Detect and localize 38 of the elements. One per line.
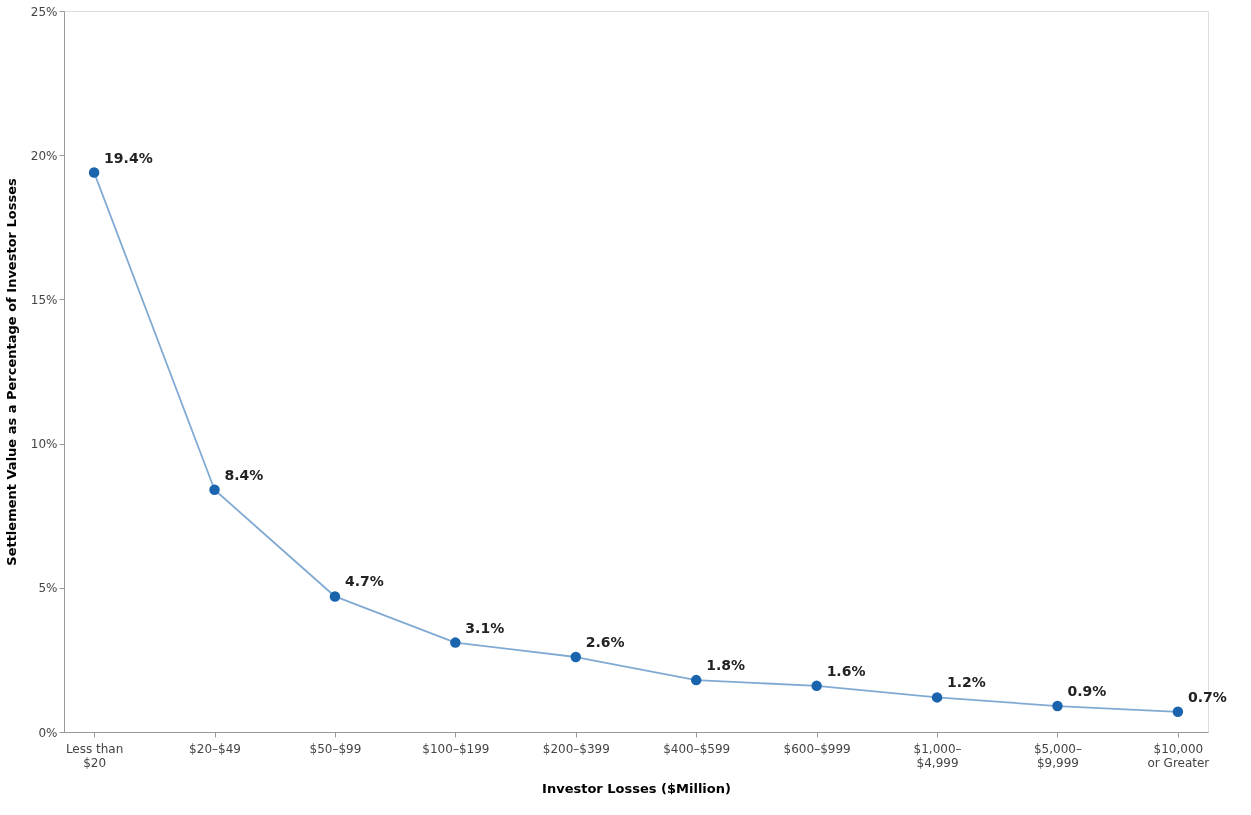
point: [1052, 700, 1063, 712]
data-label: 1.6%: [826, 662, 866, 679]
data-label: 0.7%: [1187, 688, 1227, 705]
x-tick-label: $1,000– $4,999: [913, 741, 962, 770]
x-tick-label: $600–$999: [783, 741, 851, 756]
y-tick-label: 25%: [30, 4, 58, 19]
x-tick-label: $10,000 or Greater: [1147, 741, 1210, 770]
y-tick-label: 15%: [30, 292, 58, 307]
point: [88, 167, 100, 178]
point: [209, 484, 220, 495]
x-axis-title: Investor Losses ($Million): [542, 780, 731, 796]
data-label: 3.1%: [465, 619, 505, 636]
y-tick-label: 5%: [38, 581, 58, 596]
point: [690, 674, 702, 686]
x-tick-label: $400–$599: [663, 741, 731, 756]
y-tick-label: 20%: [30, 148, 58, 163]
point: [931, 692, 943, 703]
y-axis-title: Settlement Value as a Percentage of Investor Losses: [3, 178, 19, 566]
x-tick-label: $100–$199: [422, 741, 490, 756]
x-tick-label: $50–$99: [309, 741, 362, 756]
data-label: 4.7%: [344, 573, 384, 590]
data-label: 1.8%: [706, 657, 746, 674]
x-tick-label: Less than $20: [65, 741, 124, 770]
data-label: 19.4%: [104, 149, 153, 166]
data-label: 0.9%: [1067, 683, 1107, 700]
y-tick-label: 10%: [30, 437, 58, 452]
point: [1172, 706, 1184, 718]
y-tick-label: 0%: [38, 725, 58, 740]
point: [570, 651, 582, 663]
x-tick-label: $5,000– $9,999: [1033, 741, 1082, 770]
point: [811, 680, 822, 692]
x-tick-label: $20–$49: [189, 741, 241, 756]
data-label: 1.2%: [947, 674, 986, 691]
data-label: 8.4%: [224, 466, 264, 483]
data-label: 2.6%: [585, 634, 625, 651]
point: [450, 637, 461, 648]
point: [329, 591, 341, 602]
x-tick-label: $200–$399: [542, 741, 610, 756]
